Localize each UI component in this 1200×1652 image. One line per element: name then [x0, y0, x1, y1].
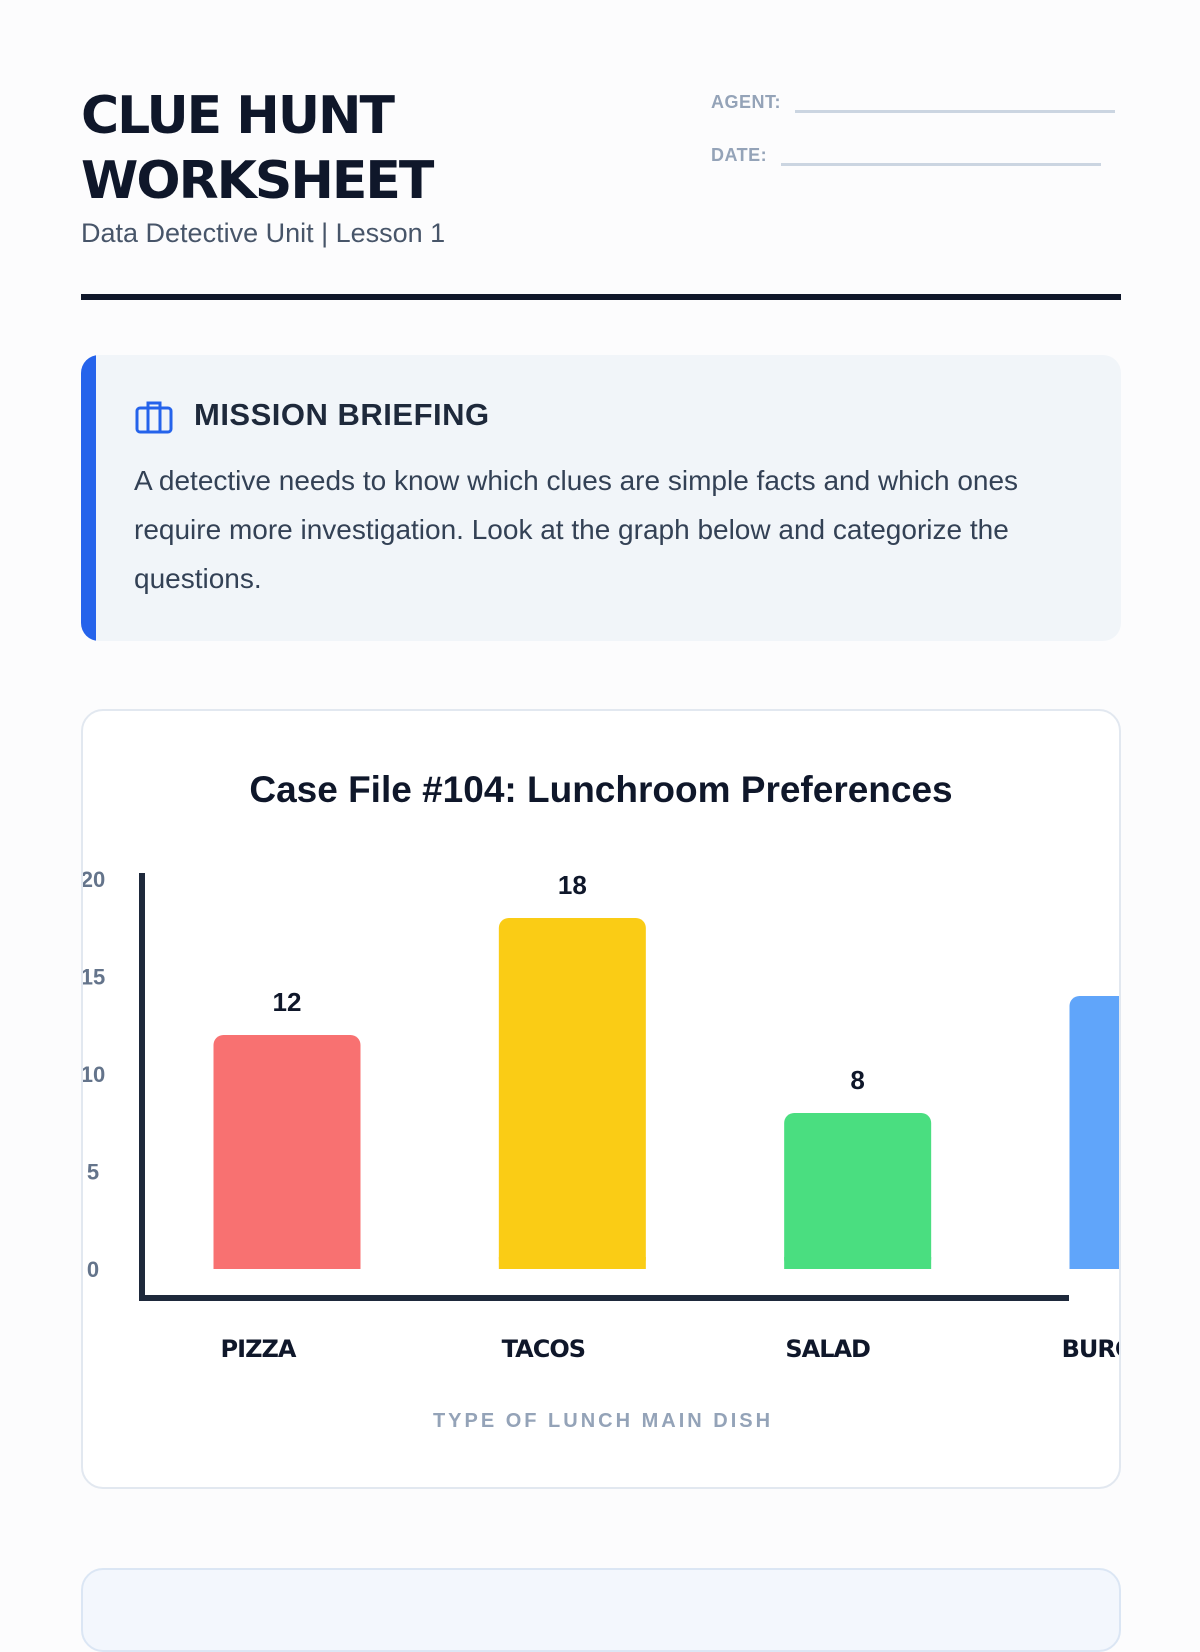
bar-base-salad — [784, 1257, 932, 1269]
bar-base-burger — [1069, 1257, 1119, 1269]
bar-burger — [1069, 996, 1119, 1269]
y-tick-label: 5 — [87, 1160, 99, 1185]
bar-base-pizza — [213, 1257, 361, 1269]
bar-pizza — [213, 1035, 361, 1269]
date-field: DATE: — [711, 139, 1102, 166]
date-label: DATE: — [711, 145, 768, 165]
page-subtitle: Data Detective Unit | Lesson 1 — [81, 218, 446, 248]
briefcase-icon — [135, 401, 173, 434]
briefing-accent-bar — [81, 355, 96, 641]
date-input-line[interactable] — [781, 139, 1102, 166]
bar-value-label: 8 — [850, 1065, 864, 1095]
header-divider — [81, 294, 1121, 300]
x-category-label: TACOS — [502, 1335, 585, 1363]
x-category-label: PIZZA — [221, 1335, 297, 1363]
page-title: CLUE HUNT WORKSHEET — [81, 84, 434, 214]
agent-field: AGENT: — [711, 86, 1115, 113]
bar-value-label: 12 — [273, 987, 302, 1017]
x-category-label: SALAD — [785, 1335, 870, 1363]
bar-salad — [784, 1113, 932, 1269]
bar-tacos — [498, 918, 646, 1269]
agent-input-line[interactable] — [795, 86, 1115, 113]
bar-value-label: 18 — [558, 870, 587, 900]
briefing-text: A detective needs to know which clues ar… — [134, 465, 1019, 594]
x-category-label: BURGER — [1062, 1335, 1119, 1363]
y-tick-label: 15 — [83, 965, 105, 990]
chart-title: Case File #104: Lunchroom Preferences — [249, 769, 953, 810]
bar-chart: 0510152012PIZZA18TACOS8SALAD14BURGERTYPE… — [83, 867, 1119, 1432]
x-axis-title: TYPE OF LUNCH MAIN DISH — [433, 1410, 773, 1432]
chart-card: Case File #104: Lunchroom Preferences 0 5… — [81, 709, 1121, 1489]
agent-label: AGENT: — [711, 92, 781, 112]
y-tick-label: 20 — [83, 867, 105, 892]
briefing-heading: MISSION BRIEFING — [194, 397, 490, 432]
title-line-1: CLUE HUNT — [81, 86, 395, 146]
y-tick-label: 0 — [87, 1257, 99, 1282]
questions-section — [81, 1568, 1121, 1652]
y-tick-label: 10 — [83, 1062, 105, 1087]
title-line-2: WORKSHEET — [81, 151, 434, 211]
bar-base-tacos — [498, 1257, 646, 1269]
mission-briefing-box: MISSION BRIEFING A detective needs to kn… — [81, 355, 1121, 641]
